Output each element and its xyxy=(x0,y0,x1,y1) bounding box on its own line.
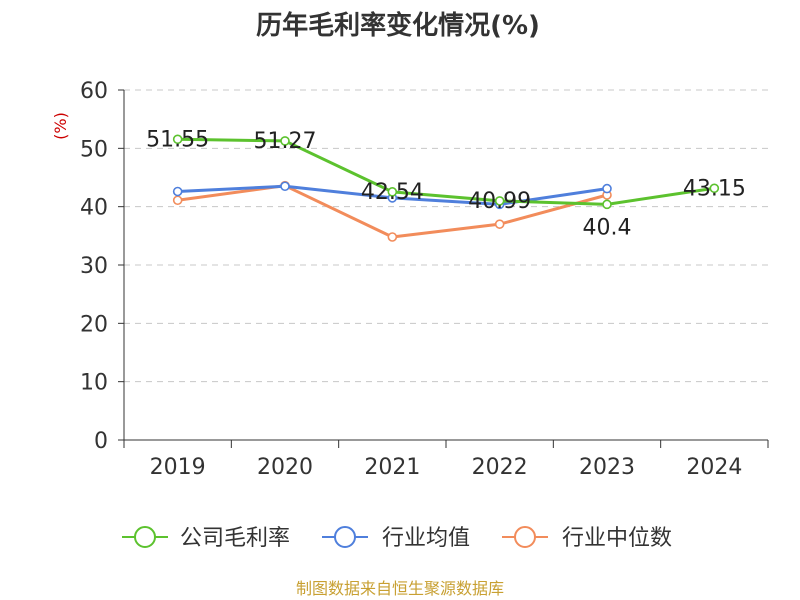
series-point-0-2020 xyxy=(280,136,290,146)
x-tick-label-2023: 2023 xyxy=(579,455,635,480)
y-tick-label-0: 0 xyxy=(94,429,108,454)
data-labels: 51.55 51.27 42.54 40.99 40.4 43.15 xyxy=(146,127,746,240)
x-tick-label-2021: 2021 xyxy=(364,455,420,480)
series-point-0-2019 xyxy=(172,134,183,145)
y-tick-label-50: 50 xyxy=(80,137,108,162)
chart-title: 历年毛利率变化情况(%) xyxy=(256,10,540,41)
series-layer xyxy=(172,134,720,242)
data-label-2021: 42.54 xyxy=(361,180,424,205)
series-point-0-2024 xyxy=(709,183,720,194)
y-tick-label-20: 20 xyxy=(80,312,108,337)
source-note: 制图数据来自恒生聚源数据库 xyxy=(296,579,504,598)
series-point-0-2022 xyxy=(494,196,505,206)
y-tick-label-60: 60 xyxy=(80,79,108,104)
series-point-1-2019 xyxy=(172,186,183,197)
series-point-1-2020 xyxy=(280,181,290,192)
axes: 0 10 20 30 40 50 60 2019 2020 2021 2022 2023 2024 xyxy=(80,79,769,480)
legend-marker-1 xyxy=(334,526,356,548)
legend-marker-0 xyxy=(134,526,156,548)
series-line-0 xyxy=(177,137,715,206)
data-label-2020: 51.27 xyxy=(254,129,317,154)
y-axis-unit: (%) xyxy=(51,112,70,140)
legend-label-1: 行业均值 xyxy=(382,526,470,551)
x-tick-label-2020: 2020 xyxy=(257,455,313,480)
legend: 公司毛利率 行业均值 行业中位数 xyxy=(122,526,672,551)
data-label-2019: 51.55 xyxy=(146,127,209,152)
series-point-0-2021 xyxy=(387,187,398,197)
series-point-2-2021 xyxy=(387,232,398,242)
legend-label-2: 行业中位数 xyxy=(562,526,672,551)
x-tick-label-2024: 2024 xyxy=(686,455,742,480)
series-point-1-2023 xyxy=(602,183,612,194)
series-point-2-2022 xyxy=(494,219,505,229)
y-tick-label-40: 40 xyxy=(80,196,108,221)
legend-marker-2 xyxy=(514,526,536,548)
y-tick-label-10: 10 xyxy=(80,371,108,396)
x-tick-label-2019: 2019 xyxy=(150,455,206,480)
series-point-2-2019 xyxy=(172,195,183,206)
data-label-2023: 40.4 xyxy=(583,215,632,240)
x-tick-label-2022: 2022 xyxy=(472,455,528,480)
series-point-0-2023 xyxy=(602,199,612,210)
y-tick-label-30: 30 xyxy=(80,254,108,279)
grid-lines xyxy=(124,89,768,383)
data-label-2022: 40.99 xyxy=(468,189,531,214)
legend-label-0: 公司毛利率 xyxy=(180,526,290,551)
data-label-2024: 43.15 xyxy=(683,176,746,201)
